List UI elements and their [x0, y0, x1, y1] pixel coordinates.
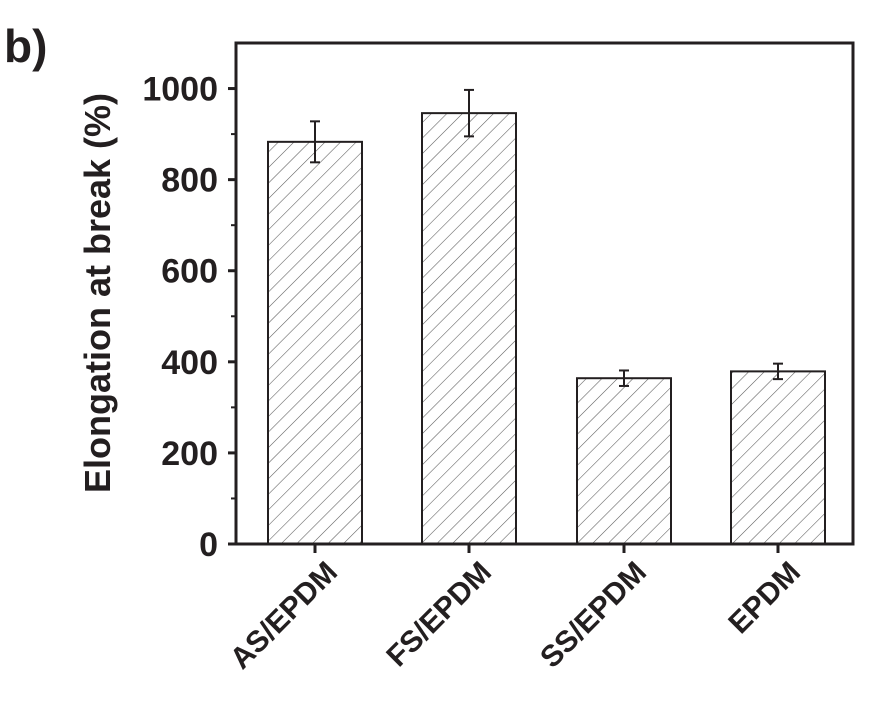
y-tick-label: 600 — [161, 253, 218, 291]
plot-frame — [234, 41, 855, 546]
y-tick-label: 800 — [161, 162, 218, 200]
y-axis: 0 200 400 600 800 1000 — [142, 71, 236, 564]
x-tick-label: EPDM — [722, 556, 807, 641]
y-tick-label: 400 — [161, 344, 218, 382]
error-bar — [773, 362, 783, 381]
panel-label: b) — [4, 20, 47, 72]
error-bars-layer — [310, 88, 783, 387]
x-tick-label: SS/EPDM — [534, 556, 653, 675]
bar-epdm — [730, 370, 826, 545]
error-bar — [464, 88, 474, 138]
bars-layer — [267, 112, 826, 545]
x-tick-label: AS/EPDM — [224, 556, 344, 676]
y-tick-label: 1000 — [142, 71, 218, 109]
error-bar — [619, 369, 629, 387]
x-axis: AS/EPDM FS/EPDM SS/EPDM EPDM — [224, 544, 807, 676]
y-tick-label: 200 — [161, 435, 218, 473]
x-tick-label: FS/EPDM — [380, 556, 498, 674]
bar-as-epdm — [267, 140, 363, 545]
bar-ss-epdm — [576, 377, 672, 545]
bar-fs-epdm — [421, 112, 517, 545]
y-axis-title: Elongation at break (%) — [77, 93, 118, 493]
y-tick-label: 0 — [199, 526, 218, 564]
error-bar — [310, 120, 320, 164]
